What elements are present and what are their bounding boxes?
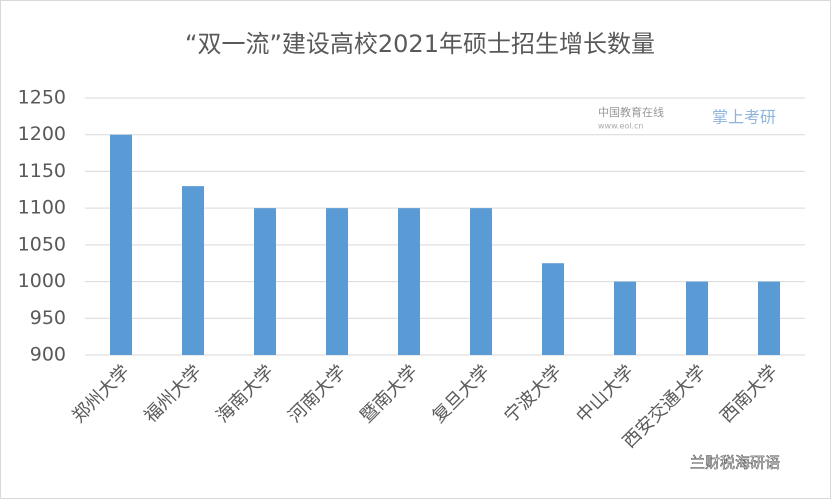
y-tick-label: 1050 xyxy=(18,233,66,255)
bar xyxy=(110,134,132,355)
bar xyxy=(470,208,492,355)
watermark: 兰财税海研语 xyxy=(690,454,780,472)
bar xyxy=(398,208,420,355)
bar xyxy=(614,281,636,355)
watermark: www.eol.cn xyxy=(598,122,644,131)
y-tick-label: 1000 xyxy=(18,270,66,292)
bar xyxy=(182,186,204,355)
bar xyxy=(542,263,564,355)
y-tick-label: 1250 xyxy=(18,87,66,109)
bar xyxy=(758,281,780,355)
chart-title: “双一流”建设高校2021年硕士招生增长数量 xyxy=(185,30,655,58)
watermark: 中国教育在线 xyxy=(598,105,664,119)
watermark: 掌上考研 xyxy=(712,108,776,127)
y-tick-label: 950 xyxy=(30,307,66,329)
y-tick-label: 900 xyxy=(30,344,66,366)
y-tick-label: 1200 xyxy=(18,123,66,145)
bar xyxy=(254,208,276,355)
bar xyxy=(686,281,708,355)
y-tick-label: 1150 xyxy=(18,160,66,182)
bar xyxy=(326,208,348,355)
y-tick-label: 1100 xyxy=(18,197,66,219)
